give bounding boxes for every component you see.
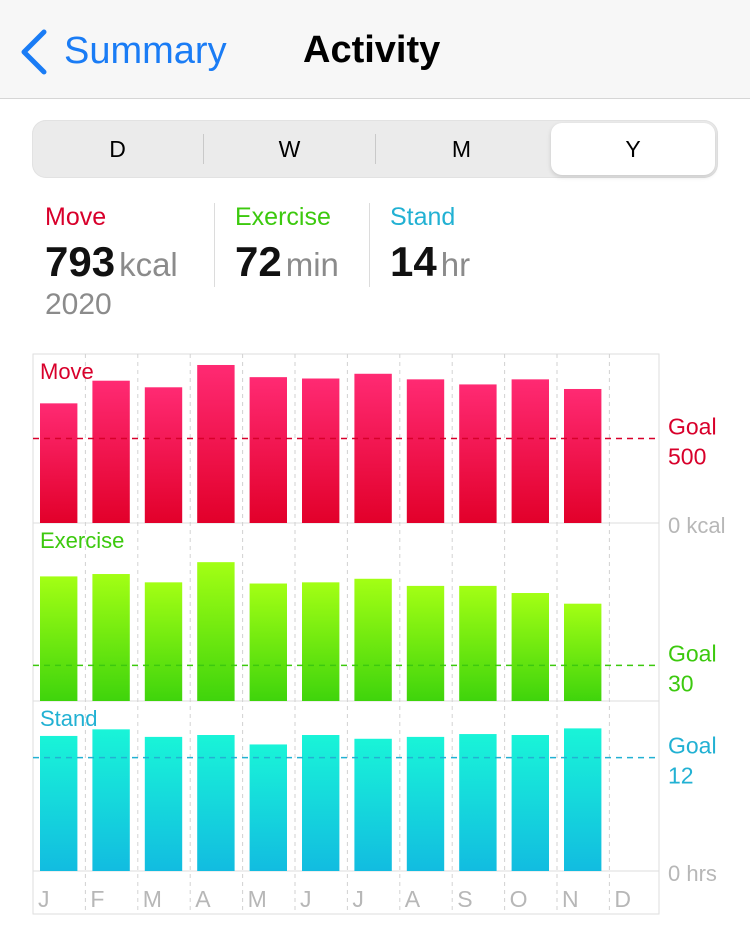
stand-bar bbox=[40, 735, 78, 871]
exercise-bar bbox=[144, 582, 183, 701]
exercise-bar bbox=[249, 583, 287, 701]
move-zero-label: 0 kcal bbox=[668, 513, 725, 538]
move-bar bbox=[40, 403, 78, 523]
stand-goal-value: 12 bbox=[668, 763, 694, 789]
stand-bar bbox=[92, 729, 130, 871]
stand-bar bbox=[511, 735, 549, 871]
exercise-goal-value: 30 bbox=[668, 670, 694, 696]
page-title: Activity bbox=[303, 29, 441, 71]
move-bar bbox=[459, 384, 497, 523]
navigation-bar: Summary Activity bbox=[0, 0, 750, 99]
segment-divider bbox=[203, 134, 204, 164]
month-tick-label: M bbox=[248, 886, 267, 912]
stand-goal-label: Goal bbox=[668, 733, 717, 759]
month-tick-label: J bbox=[38, 886, 50, 912]
exercise-bar bbox=[354, 578, 392, 701]
exercise-bar bbox=[197, 562, 235, 701]
year-label: 2020 bbox=[45, 288, 112, 321]
exercise-stat-unit: min bbox=[285, 246, 339, 283]
stand-bar bbox=[354, 738, 392, 871]
segment-year-selected[interactable]: Y bbox=[551, 123, 715, 175]
stand-zero-label: 0 hrs bbox=[668, 861, 717, 886]
move-stat: Move 793 kcal bbox=[45, 203, 178, 286]
month-tick-label: J bbox=[352, 886, 364, 912]
stand-stat-value: 14 bbox=[390, 238, 437, 285]
period-segmented-control: D W M Y bbox=[32, 120, 718, 178]
chart-frame bbox=[32, 353, 660, 915]
month-tick-label: A bbox=[195, 886, 211, 912]
stand-bar bbox=[249, 744, 287, 871]
exercise-bar bbox=[459, 585, 497, 701]
move-stat-unit: kcal bbox=[119, 246, 178, 283]
stand-bar bbox=[406, 736, 445, 871]
move-bar bbox=[406, 379, 445, 523]
move-stat-label: Move bbox=[45, 203, 107, 231]
month-tick-label: J bbox=[300, 886, 312, 912]
month-tick-label: N bbox=[562, 886, 579, 912]
exercise-goal-label: Goal bbox=[668, 640, 717, 666]
month-tick-label: S bbox=[457, 886, 472, 912]
stand-stat: Stand 14 hr bbox=[390, 203, 470, 286]
exercise-bar bbox=[302, 582, 340, 701]
stand-panel-title: Stand bbox=[40, 706, 98, 731]
exercise-bar bbox=[406, 585, 445, 701]
segment-divider bbox=[375, 134, 376, 164]
stand-bar bbox=[197, 735, 235, 871]
segment-day[interactable]: D bbox=[109, 136, 126, 162]
stand-bar bbox=[144, 736, 183, 871]
stand-bar bbox=[564, 728, 602, 871]
month-tick-label: M bbox=[143, 886, 162, 912]
month-tick-label: O bbox=[510, 886, 528, 912]
back-chevron-icon[interactable] bbox=[16, 28, 50, 76]
exercise-bar bbox=[40, 576, 78, 701]
exercise-bar bbox=[511, 593, 549, 701]
move-bar bbox=[197, 364, 235, 523]
move-bar bbox=[302, 378, 340, 523]
stat-divider bbox=[369, 203, 370, 287]
segment-month[interactable]: M bbox=[451, 136, 472, 162]
move-bar bbox=[564, 388, 602, 523]
exercise-bar bbox=[564, 603, 602, 701]
month-tick-label: F bbox=[90, 886, 104, 912]
stand-stat-unit: hr bbox=[440, 246, 471, 283]
stand-bar bbox=[302, 735, 340, 871]
exercise-stat-value: 72 bbox=[235, 238, 282, 285]
move-goal-label: Goal bbox=[668, 414, 717, 440]
segment-week[interactable]: W bbox=[278, 136, 301, 162]
exercise-stat: Exercise 72 min bbox=[235, 203, 339, 286]
move-bar bbox=[144, 387, 183, 523]
move-panel-title: Move bbox=[40, 359, 94, 384]
month-tick-label: A bbox=[405, 886, 421, 912]
month-tick-label: D bbox=[614, 886, 631, 912]
move-bar bbox=[354, 373, 392, 523]
move-stat-value: 793 bbox=[45, 238, 116, 285]
exercise-stat-label: Exercise bbox=[235, 203, 331, 231]
stand-stat-label: Stand bbox=[390, 203, 456, 231]
move-bar bbox=[92, 380, 130, 523]
move-goal-value: 500 bbox=[668, 444, 706, 470]
stand-bar bbox=[459, 734, 497, 871]
exercise-panel-title: Exercise bbox=[40, 528, 124, 553]
stat-divider bbox=[214, 203, 215, 287]
move-bar bbox=[511, 379, 549, 523]
exercise-bar bbox=[92, 574, 130, 701]
back-button-summary[interactable]: Summary bbox=[64, 30, 227, 72]
move-bar bbox=[249, 377, 287, 523]
